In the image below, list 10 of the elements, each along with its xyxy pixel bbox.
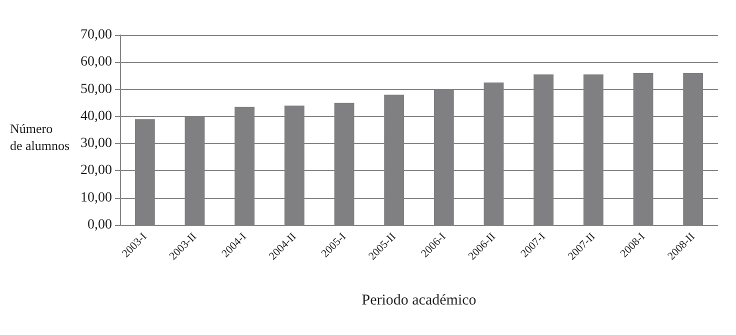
- y-tick-label: 70,00: [80, 28, 112, 42]
- y-tick-label: 20,00: [80, 163, 112, 178]
- y-tick-label: 10,00: [80, 190, 112, 206]
- y-tick-label: 40,00: [80, 108, 112, 124]
- y-axis-title: Número de alumnos: [10, 121, 70, 153]
- y-tick-label: 0,00: [88, 218, 112, 232]
- y-tick-label: 30,00: [80, 136, 112, 152]
- x-axis-title: Periodo académico: [362, 292, 476, 308]
- y-tick-label: 50,00: [80, 82, 112, 97]
- y-tick-label: 60,00: [80, 54, 112, 70]
